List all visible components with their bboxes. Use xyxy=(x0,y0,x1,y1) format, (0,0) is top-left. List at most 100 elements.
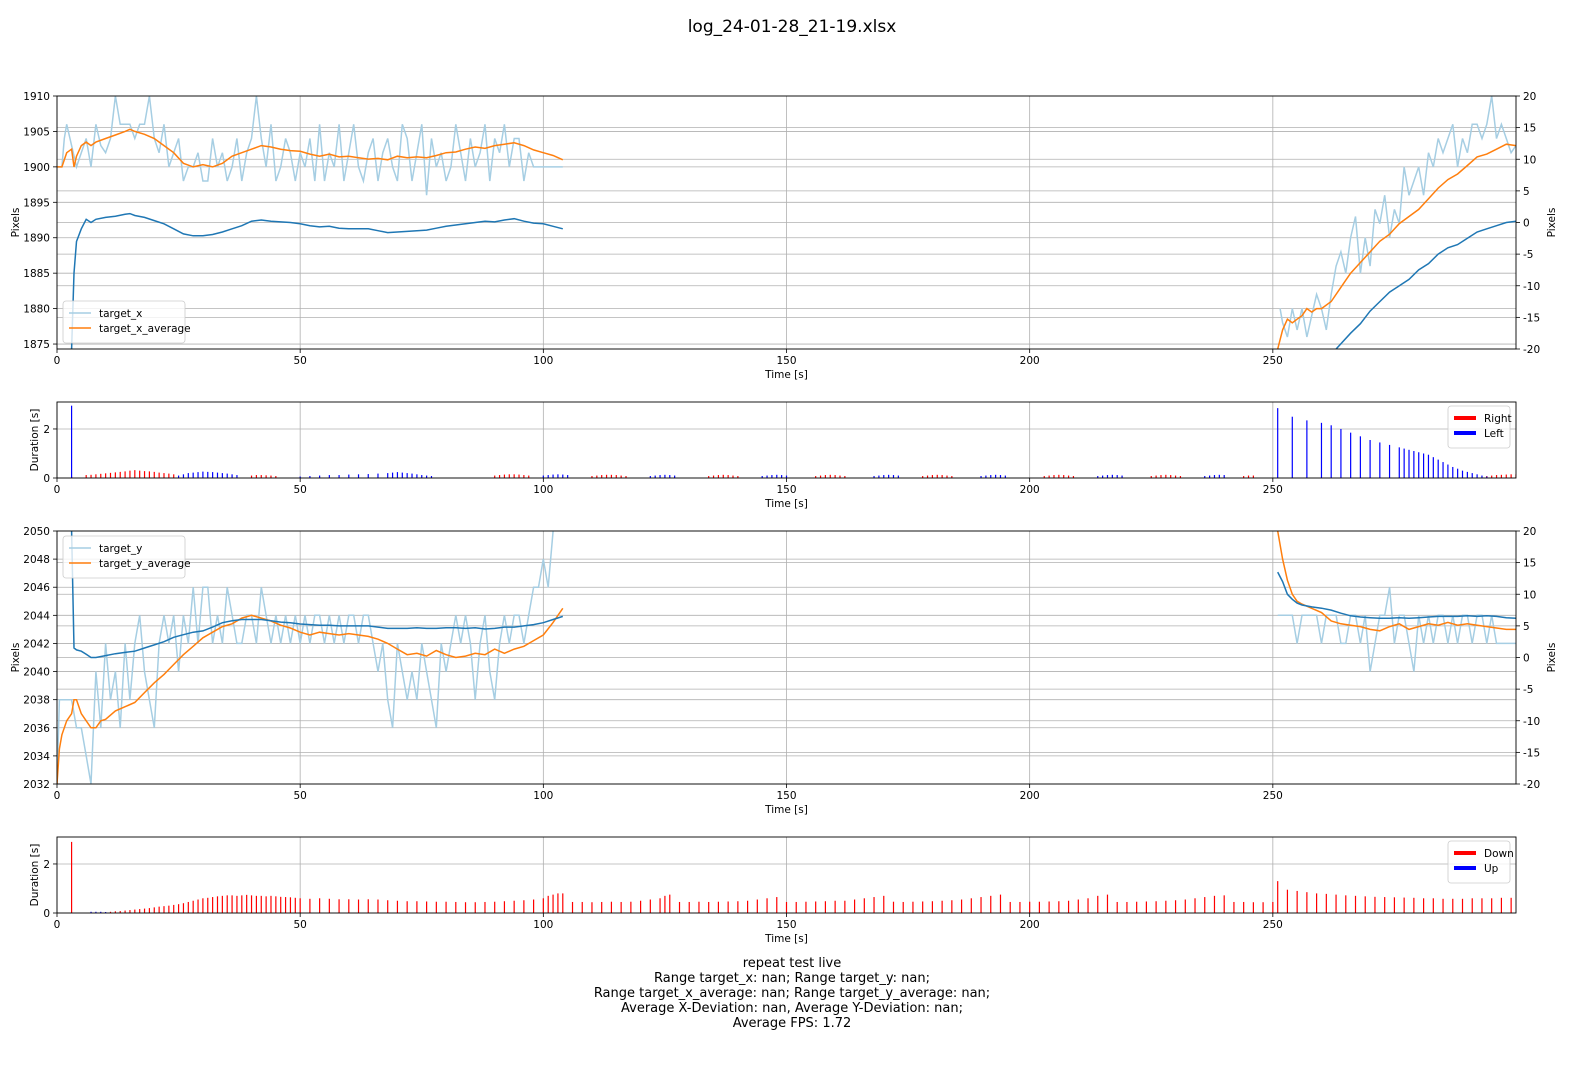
footer-line-fps: Average FPS: 1.72 xyxy=(732,1016,852,1031)
y2-tick-label: -10 xyxy=(1523,716,1540,728)
x-tick-label: 200 xyxy=(1020,484,1040,496)
x-tick-label: 250 xyxy=(1263,355,1283,367)
legend-label: Left xyxy=(1484,428,1504,440)
y2-tick-label: -5 xyxy=(1523,684,1533,696)
y-tick-label: 2034 xyxy=(23,751,50,763)
y-tick-label: 2050 xyxy=(23,526,50,538)
y-tick-label: 2040 xyxy=(23,667,50,679)
y2-tick-label: 15 xyxy=(1523,123,1536,135)
series-target-y-line xyxy=(57,531,554,784)
legend: Right Left xyxy=(1447,405,1512,449)
plot-area xyxy=(70,405,1516,478)
x-tick-label: 250 xyxy=(1263,484,1283,496)
y2-axis-label: Pixels xyxy=(1546,208,1558,238)
y-tick-label: 2036 xyxy=(23,723,50,735)
y-tick-label: 1900 xyxy=(23,162,50,174)
x-tick-label: 250 xyxy=(1263,790,1283,802)
x-tick-label: 150 xyxy=(776,790,796,802)
x-tick-label: 100 xyxy=(533,484,553,496)
y-tick-label: 2 xyxy=(43,859,50,871)
x-tick-label: 250 xyxy=(1263,919,1283,931)
y-tick-label: 2048 xyxy=(23,554,50,566)
x-tick-label: 150 xyxy=(776,919,796,931)
y2-tick-label: -20 xyxy=(1523,779,1540,791)
x-tick-label: 100 xyxy=(533,355,553,367)
series-x-deviation-line xyxy=(70,212,563,349)
legend-label: target_x_average xyxy=(99,323,191,335)
legend: target_y target_y_average xyxy=(62,535,191,579)
x-tick-label: 100 xyxy=(533,790,553,802)
y2-tick-label: 20 xyxy=(1523,91,1536,103)
x-tick-label: 200 xyxy=(1020,919,1040,931)
series-y-deviation-line xyxy=(1277,571,1516,620)
x-axis-label: Time [s] xyxy=(764,804,808,816)
x-tick-label: 50 xyxy=(293,919,306,931)
y2-tick-label: 5 xyxy=(1523,621,1530,633)
y-tick-label: 2042 xyxy=(23,638,50,650)
legend-box xyxy=(62,300,186,344)
x-tick-label: 50 xyxy=(293,484,306,496)
plot-area xyxy=(57,96,1516,349)
x-tick-label: 0 xyxy=(54,355,61,367)
y2-tick-label: 15 xyxy=(1523,558,1536,570)
x-axis-label: Time [s] xyxy=(764,369,808,381)
y-tick-label: 1905 xyxy=(23,126,50,138)
y-tick-label: 0 xyxy=(43,473,50,485)
y-tick-label: 2 xyxy=(43,424,50,436)
y-tick-label: 2046 xyxy=(23,582,50,594)
y-tick-label: 1910 xyxy=(23,91,50,103)
y-tick-label: 1890 xyxy=(23,233,50,245)
legend-label: Right xyxy=(1484,413,1512,425)
y2-tick-label: 0 xyxy=(1523,653,1530,665)
footer-line-description: repeat test live xyxy=(742,956,842,971)
legend-box xyxy=(62,535,186,579)
series-y-deviation-line xyxy=(70,531,564,659)
footer-line-range-average: Range target_x_average: nan; Range targe… xyxy=(593,986,991,1001)
y2-tick-label: -15 xyxy=(1523,312,1540,324)
y-tick-label: 2038 xyxy=(23,695,50,707)
x-tick-label: 0 xyxy=(54,790,61,802)
series-x-deviation-line xyxy=(1335,220,1516,349)
x-tick-label: 100 xyxy=(533,919,553,931)
y2-tick-label: 20 xyxy=(1523,526,1536,538)
series-target-y-average-line xyxy=(1276,531,1516,632)
y-axis-label: Duration [s] xyxy=(29,844,41,907)
y-tick-label: 2032 xyxy=(23,779,50,791)
y2-tick-label: 5 xyxy=(1523,186,1530,198)
x-tick-label: 50 xyxy=(293,355,306,367)
y2-axis-label: Pixels xyxy=(1546,643,1558,673)
figure-title: log_24-01-28_21-19.xlsx xyxy=(687,17,897,37)
series-target-x-average-line xyxy=(57,128,564,168)
y-tick-label: 1875 xyxy=(23,339,50,351)
legend: Down Up xyxy=(1447,840,1514,884)
series-target-y-average-line xyxy=(57,607,564,784)
x-axis-label: Time [s] xyxy=(764,933,808,945)
x-tick-label: 200 xyxy=(1020,790,1040,802)
y2-tick-label: -10 xyxy=(1523,281,1540,293)
y-tick-label: 0 xyxy=(43,908,50,920)
y2-tick-label: -15 xyxy=(1523,747,1540,759)
legend-label: Down xyxy=(1484,848,1514,860)
y-tick-label: 2044 xyxy=(23,610,50,622)
y-axis-label: Pixels xyxy=(10,208,22,238)
footer-line-range-raw: Range target_x: nan; Range target_y: nan… xyxy=(654,971,930,986)
y-axis-label: Duration [s] xyxy=(29,409,41,472)
y2-tick-label: 0 xyxy=(1523,218,1530,230)
y2-tick-label: 10 xyxy=(1523,154,1536,166)
x-tick-label: 50 xyxy=(293,790,306,802)
y-tick-label: 1885 xyxy=(23,268,50,280)
x-axis-label: Time [s] xyxy=(764,498,808,510)
legend-label: Up xyxy=(1484,863,1499,875)
plot-area xyxy=(57,531,1516,784)
series-target-x-line xyxy=(57,96,563,196)
footer-line-deviation: Average X-Deviation: nan, Average Y-Devi… xyxy=(621,1001,963,1016)
x-tick-label: 0 xyxy=(54,484,61,496)
series-target-x-line xyxy=(1279,96,1516,338)
y2-tick-label: -20 xyxy=(1523,344,1540,356)
series-target-y-line xyxy=(1277,587,1516,672)
x-tick-label: 0 xyxy=(54,919,61,931)
